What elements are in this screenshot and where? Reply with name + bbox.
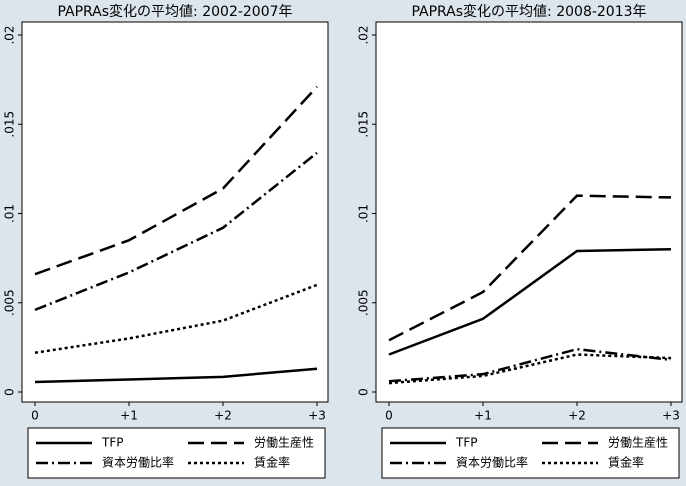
plot-area <box>375 21 683 403</box>
series-line <box>34 85 318 276</box>
x-tick-label: +2 <box>568 409 586 423</box>
x-tick-label: +3 <box>308 409 326 423</box>
series-line <box>388 194 672 342</box>
y-tick-label: .02 <box>3 25 17 44</box>
plot-area <box>21 21 329 403</box>
legend-label: 資本労働比率 <box>102 455 174 470</box>
series-line <box>34 367 318 384</box>
x-tick-label: 0 <box>31 409 39 423</box>
legend-label: 労働生産性 <box>254 435 314 450</box>
series-line <box>388 247 672 356</box>
y-tick-label: .01 <box>357 204 371 223</box>
legend-label: TFP <box>455 436 477 450</box>
y-tick-label: .01 <box>3 204 17 223</box>
legend <box>381 427 680 479</box>
y-tick-label: .005 <box>357 289 371 316</box>
legend-label: 賃金率 <box>608 455 644 470</box>
y-tick-label: .02 <box>357 25 371 44</box>
chart-title: PAPRAs変化の平均値: 2002-2007年 <box>57 3 292 20</box>
x-tick-label: +1 <box>120 409 138 423</box>
x-tick-label: +3 <box>662 409 680 423</box>
x-tick-label: +2 <box>214 409 232 423</box>
chart-title: PAPRAs変化の平均値: 2008-2013年 <box>411 3 646 20</box>
series-line <box>34 151 318 312</box>
y-tick-label: .015 <box>357 111 371 138</box>
legend <box>27 427 326 479</box>
legend-label: TFP <box>101 436 123 450</box>
legend-label: 労働生産性 <box>608 435 668 450</box>
y-tick-label: .015 <box>3 111 17 138</box>
legend-label: 資本労働比率 <box>456 455 528 470</box>
series-line <box>388 347 672 383</box>
x-tick-label: 0 <box>385 409 393 423</box>
x-tick-label: +1 <box>474 409 492 423</box>
legend-label: 賃金率 <box>254 455 290 470</box>
y-tick-label: .005 <box>3 289 17 316</box>
series-line <box>34 283 318 354</box>
y-tick-label: 0 <box>357 388 371 396</box>
y-tick-label: 0 <box>3 388 17 396</box>
